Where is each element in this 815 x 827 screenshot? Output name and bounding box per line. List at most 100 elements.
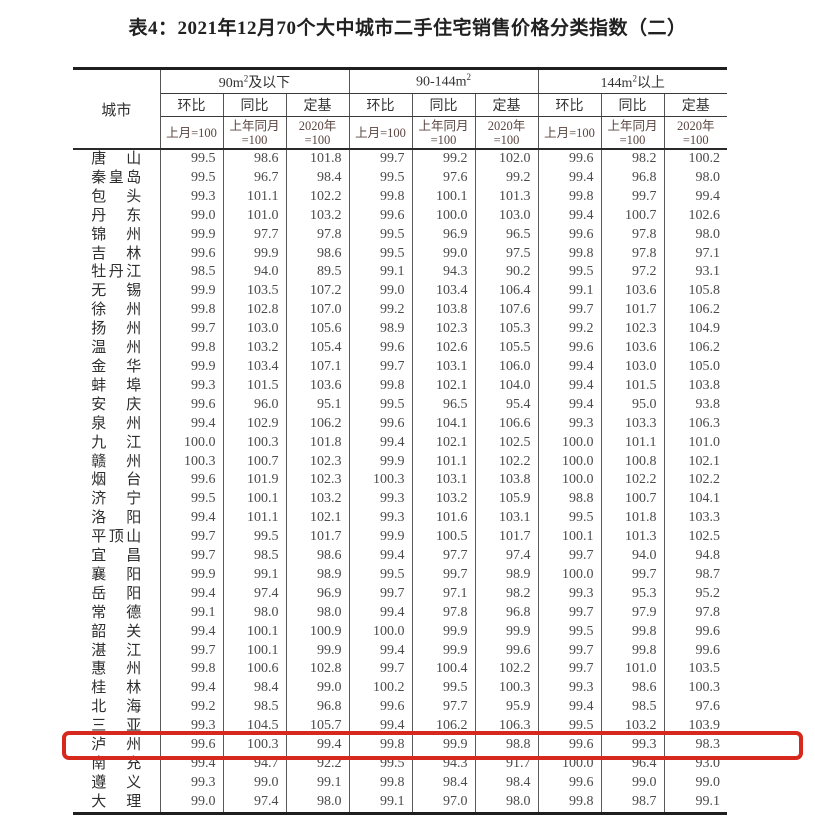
city-name-cell: 三亚 xyxy=(73,717,160,736)
city-name-cell: 北海 xyxy=(73,698,160,717)
index-value-cell: 99.9 xyxy=(411,736,475,755)
index-value-cell: 99.7 xyxy=(159,641,223,661)
city-name: 徐州 xyxy=(91,302,142,319)
index-value-cell: 103.6 xyxy=(285,376,349,396)
city-name-cell: 牡丹江 xyxy=(73,263,160,282)
header-fixed-base: 定基 xyxy=(474,93,538,117)
index-value-cell: 95.1 xyxy=(285,395,349,415)
index-value-cell: 97.8 xyxy=(600,225,664,245)
index-value-cell: 103.2 xyxy=(222,339,286,358)
index-value-cell: 99.6 xyxy=(537,773,601,793)
index-value-cell: 94.7 xyxy=(222,755,286,774)
index-value-cell: 99.1 xyxy=(285,773,349,793)
index-value-cell: 101.3 xyxy=(600,528,664,548)
index-value-cell: 106.3 xyxy=(663,414,727,434)
index-value-cell: 99.5 xyxy=(348,225,412,245)
index-value-cell: 99.1 xyxy=(537,282,601,302)
city-name: 烟台 xyxy=(91,472,142,489)
index-value-cell: 99.8 xyxy=(348,736,412,755)
header-mom: 环比 xyxy=(348,93,412,117)
index-value-cell: 99.4 xyxy=(159,679,223,699)
index-value-cell: 99.5 xyxy=(159,149,223,169)
index-value-cell: 105.3 xyxy=(474,320,538,340)
index-value-cell: 99.9 xyxy=(411,641,475,661)
index-value-cell: 99.8 xyxy=(600,622,664,642)
index-value-cell: 98.6 xyxy=(285,244,349,264)
city-name: 秦皇岛 xyxy=(91,169,142,186)
table-row: 遵义 99.3 99.0 99.1 99.8 98.4 98.4 99.6 99.0 99.0 xyxy=(73,773,727,793)
index-value-cell: 100.3 xyxy=(474,679,538,699)
index-value-cell: 99.3 xyxy=(159,376,223,396)
city-name: 韶关 xyxy=(91,623,142,640)
index-value-cell: 99.6 xyxy=(348,339,412,358)
index-value-cell: 99.4 xyxy=(348,717,412,737)
index-value-cell: 97.4 xyxy=(222,792,286,814)
city-name: 常德 xyxy=(91,604,142,621)
index-value-cell: 99.4 xyxy=(537,698,601,718)
index-value-cell: 98.0 xyxy=(222,603,286,623)
index-value-cell: 101.1 xyxy=(600,433,664,453)
index-value-cell: 95.0 xyxy=(600,395,664,415)
index-value-cell: 100.3 xyxy=(222,433,286,453)
index-value-cell: 101.1 xyxy=(222,509,286,529)
index-value-cell: 100.1 xyxy=(411,187,475,207)
index-value-cell: 107.1 xyxy=(285,357,349,377)
index-value-cell: 98.8 xyxy=(537,490,601,510)
city-name-cell: 常德 xyxy=(73,604,160,623)
index-value-cell: 101.8 xyxy=(600,509,664,529)
index-value-cell: 103.2 xyxy=(285,206,349,226)
index-value-cell: 99.2 xyxy=(159,698,223,718)
index-value-cell: 99.2 xyxy=(348,301,412,321)
table-row: 三亚 99.3 104.5 105.7 99.4 106.2 106.3 99.5 103.2 1… xyxy=(73,717,727,737)
base-prev-month: 上月=100 xyxy=(159,116,223,150)
base-label: =100 xyxy=(430,132,457,147)
index-value-cell: 97.8 xyxy=(285,225,349,245)
index-value-cell: 99.4 xyxy=(537,168,601,188)
index-value-cell: 100.0 xyxy=(411,206,475,226)
index-value-cell: 100.0 xyxy=(348,622,412,642)
table-row: 烟台 99.6 101.9 102.3 100.3 103.1 103.8 100.0 102.… xyxy=(73,471,727,491)
table-row: 济宁 99.5 100.1 103.2 99.3 103.2 105.9 98.8 100.7 1… xyxy=(73,490,727,510)
city-name-cell: 宜昌 xyxy=(73,547,160,566)
index-value-cell: 97.4 xyxy=(222,584,286,604)
city-name-cell: 秦皇岛 xyxy=(73,169,160,188)
index-value-cell: 99.9 xyxy=(348,452,412,472)
index-value-cell: 100.3 xyxy=(663,679,727,699)
group-header-row: 城市 90m2及以下 90-144m2 144m2以上 xyxy=(73,68,727,150)
base-label: 2020年 xyxy=(676,118,715,133)
index-value-cell: 105.5 xyxy=(474,339,538,358)
index-value-cell: 99.0 xyxy=(159,206,223,226)
index-value-cell: 106.2 xyxy=(663,301,727,321)
index-value-cell: 95.4 xyxy=(474,395,538,415)
city-name: 赣州 xyxy=(91,453,142,470)
index-value-cell: 99.8 xyxy=(159,301,223,321)
index-value-cell: 99.5 xyxy=(348,244,412,264)
index-value-cell: 97.8 xyxy=(411,603,475,623)
index-value-cell: 98.5 xyxy=(159,263,223,283)
index-value-cell: 103.2 xyxy=(285,490,349,510)
group-label: 及以下 xyxy=(248,75,291,91)
index-value-cell: 99.6 xyxy=(537,736,601,755)
city-name-cell: 大理 xyxy=(73,793,160,813)
index-value-cell: 96.9 xyxy=(411,225,475,245)
group-label: 90-144m xyxy=(415,74,467,90)
index-value-cell: 98.9 xyxy=(474,565,538,585)
group-header-90-144: 90-144m2 xyxy=(348,68,538,94)
index-value-cell: 99.4 xyxy=(348,433,412,453)
index-value-cell: 94.3 xyxy=(411,263,475,283)
index-value-cell: 99.3 xyxy=(537,414,601,434)
index-value-cell: 103.4 xyxy=(411,282,475,302)
index-value-cell: 95.9 xyxy=(474,698,538,718)
city-name: 温州 xyxy=(91,340,142,357)
index-value-cell: 103.8 xyxy=(474,471,538,491)
index-value-cell: 103.3 xyxy=(663,509,727,529)
index-value-cell: 99.5 xyxy=(159,168,223,188)
index-value-cell: 99.1 xyxy=(348,263,412,283)
index-value-cell: 102.3 xyxy=(285,471,349,491)
city-name: 洛阳 xyxy=(91,510,142,527)
index-value-cell: 99.4 xyxy=(663,187,727,207)
table-row: 平顶山 99.7 99.5 101.7 99.9 100.5 101.7 100.1 101.3… xyxy=(73,528,727,548)
index-value-cell: 97.7 xyxy=(222,225,286,245)
index-value-cell: 99.0 xyxy=(159,792,223,814)
base-label: =100 xyxy=(493,132,520,147)
